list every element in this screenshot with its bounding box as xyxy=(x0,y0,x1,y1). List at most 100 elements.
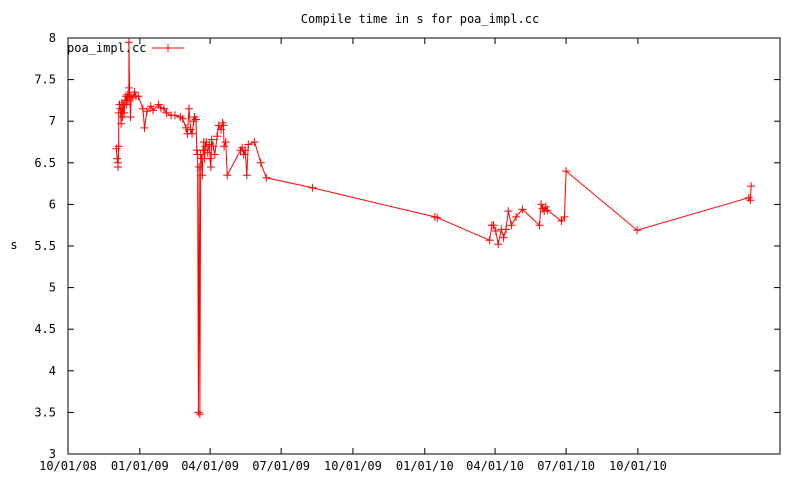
data-point xyxy=(122,100,131,109)
data-point xyxy=(185,104,193,113)
data-point xyxy=(562,167,571,176)
data-point xyxy=(518,205,527,214)
plot-frame xyxy=(67,37,781,455)
y-tick-label: 4.5 xyxy=(34,322,56,336)
data-point xyxy=(242,171,251,180)
data-point xyxy=(142,107,151,116)
y-axis-label: s xyxy=(10,238,17,252)
data-point xyxy=(201,142,210,151)
data-point xyxy=(491,227,500,235)
data-point xyxy=(747,182,756,191)
y-tick-label: 8 xyxy=(49,31,56,45)
data-point xyxy=(162,108,171,117)
data-point xyxy=(560,212,569,221)
data-point xyxy=(188,129,197,138)
data-point xyxy=(499,233,508,242)
data-point xyxy=(194,408,203,417)
data-point xyxy=(244,140,253,149)
data-point xyxy=(250,138,259,146)
data-point xyxy=(633,226,642,235)
data-point xyxy=(205,140,214,149)
data-point xyxy=(113,154,122,163)
x-tick-label: 04/01/09 xyxy=(181,459,239,473)
data-point xyxy=(124,96,133,105)
x-tick-label: 07/01/10 xyxy=(537,459,595,473)
legend: poa_impl.cc xyxy=(67,41,184,55)
data-point xyxy=(140,123,149,132)
data-point xyxy=(541,202,550,211)
data-point xyxy=(186,125,195,134)
x-tick-label: 10/01/08 xyxy=(39,459,97,473)
data-point xyxy=(206,163,215,171)
data-point xyxy=(485,236,494,245)
data-point xyxy=(124,83,133,92)
data-point xyxy=(746,196,755,205)
data-point xyxy=(494,240,503,249)
data-point xyxy=(241,146,250,155)
y-tick-label: 5 xyxy=(49,281,56,295)
data-point xyxy=(220,142,229,151)
data-point xyxy=(256,158,265,167)
data-point xyxy=(210,150,219,159)
data-point xyxy=(124,38,133,47)
x-tick-label: 04/01/10 xyxy=(466,459,524,473)
y-tick-label: 6.5 xyxy=(34,156,56,170)
y-tick-label: 7 xyxy=(49,114,56,128)
x-tick-label: 01/01/09 xyxy=(111,459,169,473)
data-point xyxy=(540,207,549,216)
data-point xyxy=(535,221,544,230)
y-tick-label: 5.5 xyxy=(34,239,56,253)
series-line xyxy=(115,42,752,415)
data-point xyxy=(130,88,139,97)
legend-label: poa_impl.cc xyxy=(67,41,146,55)
data-point xyxy=(195,410,204,419)
y-tick-label: 6 xyxy=(49,197,56,211)
y-tick-label: 3 xyxy=(49,447,56,461)
data-point xyxy=(217,125,225,134)
x-tick-label: 07/01/09 xyxy=(252,459,310,473)
data-point xyxy=(178,114,187,123)
y-axis: 3 3.5 4 4.5 5 5.5 6 6.5 7 7.5 8 xyxy=(34,31,780,461)
data-point xyxy=(502,225,510,234)
data-point xyxy=(149,106,158,115)
data-point xyxy=(196,150,205,159)
series-layer xyxy=(112,38,756,419)
data-point xyxy=(116,104,125,113)
x-tick-label: 10/01/09 xyxy=(324,459,382,473)
data-point xyxy=(199,146,208,155)
chart-title: Compile time in s for poa_impl.cc xyxy=(301,12,539,26)
data-point xyxy=(171,111,179,120)
data-point xyxy=(262,173,271,182)
data-point xyxy=(507,221,516,230)
x-tick-label: 10/01/10 xyxy=(609,459,667,473)
data-point xyxy=(489,221,498,230)
data-point xyxy=(209,142,218,151)
data-point xyxy=(118,113,127,121)
data-point xyxy=(239,150,248,159)
data-point xyxy=(433,213,442,222)
data-point xyxy=(126,113,135,121)
data-point xyxy=(117,119,126,128)
data-point xyxy=(308,183,317,192)
data-point xyxy=(146,102,155,111)
x-axis: 10/01/08 01/01/09 04/01/09 07/01/09 10/01/09… xyxy=(39,38,667,473)
data-point xyxy=(221,138,230,146)
data-point xyxy=(114,163,122,171)
x-tick-label: 01/01/10 xyxy=(396,459,454,473)
data-point xyxy=(181,123,190,132)
data-point xyxy=(206,154,215,163)
data-point xyxy=(195,163,204,171)
data-point xyxy=(207,135,216,144)
data-point xyxy=(537,200,546,209)
data-point xyxy=(114,142,123,151)
data-point xyxy=(198,171,207,180)
data-point xyxy=(557,217,566,225)
y-tick-label: 4 xyxy=(49,364,56,378)
data-point xyxy=(543,206,552,215)
data-point xyxy=(223,171,232,180)
data-point xyxy=(192,115,200,124)
y-tick-label: 7.5 xyxy=(34,73,56,87)
legend-marker xyxy=(164,44,172,52)
y-tick-label: 3.5 xyxy=(34,405,56,419)
